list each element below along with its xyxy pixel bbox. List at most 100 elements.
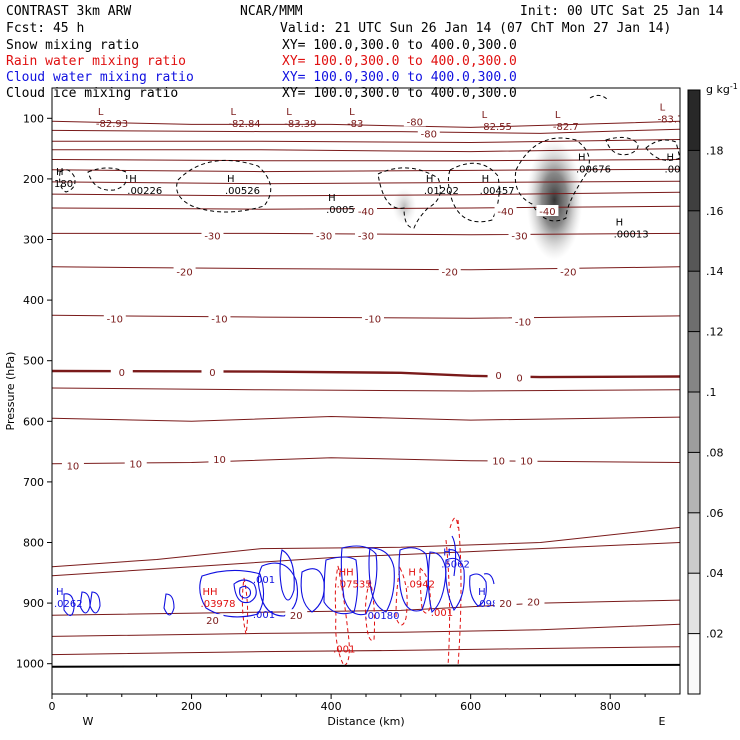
header-org: NCAR/MMM — [240, 4, 303, 19]
temperature-label: -30 — [358, 231, 374, 242]
colorbar-tick-label: .06 — [706, 507, 724, 520]
temperature-label-bg — [355, 229, 377, 241]
y-tick-label: 500 — [23, 355, 44, 368]
extrema-marker: L — [230, 107, 236, 118]
extrema-value: -83 — [347, 119, 363, 130]
temperature-contour — [52, 128, 680, 134]
temperature-label: 10 — [520, 457, 533, 468]
temperature-label: -40 — [539, 207, 555, 218]
temperature-contour — [52, 599, 680, 616]
extrema-value: -82.7 — [553, 122, 579, 133]
temperature-label-bg — [201, 614, 224, 626]
temperature-contour — [52, 139, 680, 144]
temperature-label: -10 — [365, 314, 381, 325]
extrema-value: -82.55 — [480, 122, 512, 133]
colorbar-tick-label: .04 — [706, 567, 724, 580]
extrema-value: .00457 — [480, 186, 515, 197]
extrema-value: -82.93 — [96, 119, 128, 130]
snow-shading-secondary — [392, 188, 417, 225]
x-tick-label: 800 — [600, 700, 621, 713]
colorbar-bin — [688, 150, 700, 211]
temperature-label-bg — [403, 115, 426, 127]
temperature-label: 10 — [129, 460, 142, 471]
temperature-label: -30 — [204, 231, 220, 242]
extrema-marker: H — [56, 587, 64, 598]
field-name: Cloud ice mixing ratio — [6, 86, 178, 101]
extrema-marker: HH — [339, 568, 354, 579]
colorbar-tick-label: .1 — [706, 386, 717, 399]
y-tick-label: 400 — [23, 294, 44, 307]
temperature-contour — [52, 148, 680, 153]
colorbar-unit: g kg-1 — [706, 82, 738, 96]
ice-contour — [645, 139, 680, 161]
cloud-contour — [368, 547, 395, 613]
ice-contour — [605, 136, 639, 156]
temperature-label-bg — [285, 609, 308, 621]
extrema-marker: H — [482, 174, 490, 185]
colorbar-bin — [688, 452, 700, 513]
extrema-value: .01202 — [424, 186, 459, 197]
extrema-value: -83.39 — [284, 119, 316, 130]
y-tick-label: 200 — [23, 173, 44, 186]
cloud-contour — [89, 591, 101, 614]
cloud-contour — [323, 556, 359, 615]
temperature-contour — [52, 542, 680, 577]
extrema-value: .00526 — [225, 186, 260, 197]
temperature-label-bg — [361, 312, 384, 324]
y-tick-label: 900 — [23, 597, 44, 610]
temperature-contours — [52, 120, 680, 656]
colorbar-tick-label: .02 — [706, 628, 724, 641]
temperature-label-bg — [313, 229, 336, 241]
cloud-contour — [300, 568, 325, 613]
colorbar-tick-label: .14 — [706, 265, 724, 278]
colorbar-bin — [688, 512, 700, 574]
x-axis: 0 200 400 600 800 — [49, 694, 646, 713]
temperature-label: -20 — [176, 268, 192, 279]
x-left-end-label: W — [83, 715, 94, 728]
extrema-value: .0262 — [54, 599, 83, 610]
temperature-contour — [52, 180, 680, 185]
temperature-label: 20 — [527, 597, 540, 608]
x-tick-label: 0 — [49, 700, 56, 713]
temperature-label-bg — [208, 312, 231, 324]
y-tick-label: 600 — [23, 415, 44, 428]
cloud-contour — [445, 557, 465, 611]
temperature-contour — [52, 415, 680, 422]
cloud-contour — [398, 547, 429, 612]
extrema-marker: H — [328, 193, 336, 204]
extrema-value: .0942 — [406, 580, 435, 591]
extrema-value: .001 — [333, 645, 355, 656]
temperature-contour — [52, 369, 680, 379]
extrema-value: .009 — [665, 165, 687, 176]
temperature-contour — [52, 387, 680, 392]
colorbar-tick-label: .18 — [706, 144, 724, 157]
x-tick-label: 400 — [321, 700, 342, 713]
cloud-contour — [427, 551, 447, 613]
temperature-label: -80 — [421, 129, 437, 140]
cloud-contour — [63, 593, 75, 617]
extrema-marker: H — [667, 153, 675, 164]
temperature-label: -80 — [407, 117, 423, 128]
ice-contour — [87, 167, 128, 191]
colorbar-bin — [688, 573, 700, 634]
extrema-value: .00226 — [127, 186, 162, 197]
y-axis-label: Pressure (hPa) — [4, 352, 17, 431]
temperature-label: 0 — [495, 371, 501, 382]
extrema-marker: H — [443, 548, 451, 559]
y-tick-label: 100 — [23, 112, 44, 125]
colorbar-tick-label: .12 — [706, 326, 724, 339]
temperature-label: 20 — [290, 611, 303, 622]
ice-contour — [59, 169, 76, 193]
field-cross-section: XY= 100.0,300.0 to 400.0,300.0 — [282, 86, 517, 101]
colorbar-bin — [688, 633, 700, 694]
temperature-labels: -10 -10 -10 -10 -20 -20 -20 -30 -30 -30 -30 -40 -40 -… — [61, 115, 580, 627]
cloud-contour — [233, 579, 257, 604]
extrema-value: .00013 — [614, 229, 649, 240]
snow-shading-max — [526, 140, 583, 261]
extrema-value: .5062 — [441, 560, 470, 571]
colorbar-bin — [688, 392, 700, 453]
ice-contour — [176, 160, 272, 213]
extrema-value: .00057 — [326, 205, 361, 216]
colorbar-bin — [688, 271, 700, 332]
extrema-marker: L — [286, 107, 292, 118]
